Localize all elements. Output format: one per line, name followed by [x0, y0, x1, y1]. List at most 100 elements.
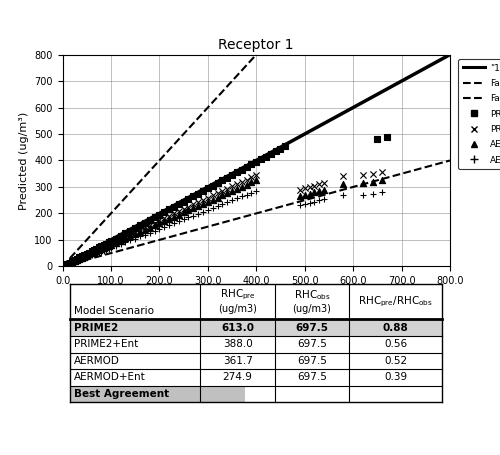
- AERMOD: [310, 188, 318, 196]
- AERMOD+Ent: [122, 238, 130, 246]
- PRIME2+Ent: [359, 172, 367, 179]
- AERMOD+Ent: [180, 216, 188, 223]
- PRIME2+Ent: [97, 244, 106, 252]
- PRIME2: [150, 214, 158, 221]
- AERMOD: [300, 191, 308, 198]
- PRIME2: [146, 217, 154, 224]
- PRIME2: [233, 169, 241, 176]
- PRIME2+Ent: [248, 174, 256, 181]
- AERMOD+Ent: [306, 199, 314, 207]
- AERMOD: [64, 261, 72, 268]
- Bar: [70, 386, 245, 403]
- AERMOD: [238, 183, 246, 190]
- PRIME2+Ent: [180, 205, 188, 212]
- PRIME2: [82, 250, 90, 258]
- AERMOD: [218, 192, 226, 199]
- AERMOD: [204, 198, 212, 205]
- PRIME2+Ent: [199, 196, 207, 203]
- PRIME2: [175, 201, 183, 208]
- PRIME2+Ent: [131, 228, 139, 235]
- AERMOD+Ent: [208, 204, 216, 212]
- PRIME2: [218, 177, 226, 184]
- AERMOD+Ent: [95, 249, 103, 256]
- PRIME2+Ent: [252, 172, 260, 179]
- AERMOD+Ent: [146, 229, 154, 237]
- PRIME2: [282, 142, 290, 150]
- AERMOD+Ent: [76, 256, 84, 263]
- AERMOD: [248, 179, 256, 186]
- PRIME2: [68, 258, 76, 265]
- AERMOD+Ent: [64, 261, 72, 268]
- AERMOD: [242, 181, 250, 188]
- AERMOD: [175, 211, 183, 218]
- PRIME2+Ent: [82, 251, 90, 258]
- AERMOD: [126, 233, 134, 240]
- Text: 0.52: 0.52: [384, 356, 407, 366]
- PRIME2: [374, 136, 382, 143]
- AERMOD: [82, 252, 90, 259]
- PRIME2: [92, 245, 100, 252]
- AERMOD: [85, 251, 93, 258]
- PRIME2: [160, 208, 168, 216]
- PRIME2: [61, 261, 69, 268]
- AERMOD+Ent: [107, 244, 115, 252]
- AERMOD+Ent: [104, 245, 112, 253]
- PRIME2+Ent: [150, 219, 158, 226]
- Text: (ug/m3): (ug/m3): [218, 303, 257, 313]
- AERMOD: [80, 253, 88, 260]
- PRIME2+Ent: [68, 258, 76, 265]
- AERMOD: [368, 178, 376, 185]
- PRIME2+Ent: [228, 183, 236, 190]
- AERMOD: [66, 259, 74, 267]
- PRIME2+Ent: [100, 243, 108, 250]
- PRIME2+Ent: [126, 230, 134, 238]
- AERMOD: [73, 256, 81, 263]
- PRIME2: [184, 195, 192, 202]
- AERMOD: [146, 224, 154, 231]
- AERMOD+Ent: [150, 227, 158, 234]
- PRIME2: [136, 222, 144, 229]
- AERMOD: [208, 196, 216, 203]
- PRIME2+Ent: [320, 179, 328, 187]
- AERMOD: [180, 209, 188, 216]
- AERMOD+Ent: [223, 199, 231, 206]
- PRIME2: [104, 238, 112, 246]
- PRIME2+Ent: [90, 248, 98, 255]
- AERMOD: [104, 243, 112, 250]
- PRIME2+Ent: [66, 259, 74, 267]
- AERMOD+Ent: [238, 193, 246, 200]
- PRIME2: [180, 198, 188, 205]
- AERMOD+Ent: [126, 237, 134, 244]
- Text: PRIME2: PRIME2: [74, 323, 118, 333]
- AERMOD: [102, 243, 110, 251]
- AERMOD: [92, 248, 100, 255]
- PRIME2+Ent: [70, 257, 78, 264]
- AERMOD+Ent: [340, 191, 347, 198]
- AERMOD: [359, 179, 367, 187]
- AERMOD: [70, 258, 78, 265]
- Title: Receptor 1: Receptor 1: [218, 38, 294, 52]
- Text: RHC$_{\mathregular{pre}}$: RHC$_{\mathregular{pre}}$: [220, 288, 256, 302]
- AERMOD: [223, 189, 231, 197]
- PRIME2+Ent: [104, 241, 112, 248]
- PRIME2+Ent: [242, 176, 250, 183]
- AERMOD: [160, 217, 168, 225]
- Text: 697.5: 697.5: [297, 339, 327, 349]
- PRIME2+Ent: [80, 253, 88, 260]
- PRIME2+Ent: [208, 192, 216, 199]
- Text: AERMOD+Ent: AERMOD+Ent: [74, 373, 146, 383]
- PRIME2: [248, 161, 256, 168]
- AERMOD: [378, 177, 386, 184]
- PRIME2: [199, 187, 207, 195]
- AERMOD+Ent: [233, 195, 241, 202]
- AERMOD+Ent: [190, 212, 198, 219]
- AERMOD+Ent: [100, 247, 108, 254]
- PRIME2: [214, 179, 222, 187]
- AERMOD+Ent: [61, 262, 69, 269]
- AERMOD: [228, 187, 236, 195]
- Text: Model Scenario: Model Scenario: [74, 306, 154, 316]
- PRIME2+Ent: [368, 170, 376, 177]
- PRIME2: [97, 243, 106, 250]
- PRIME2: [257, 156, 265, 163]
- AERMOD: [95, 247, 103, 254]
